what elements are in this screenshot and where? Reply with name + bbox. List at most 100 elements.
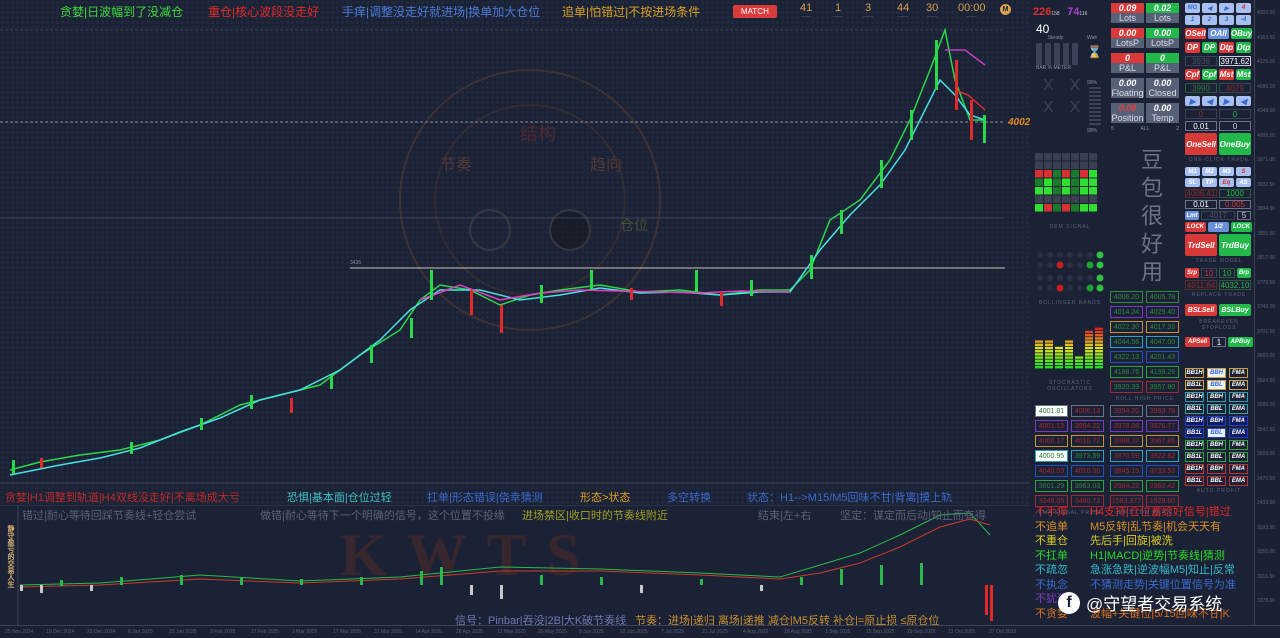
lock-buy-button[interactable]: LOCK (1231, 222, 1252, 232)
bbl-button[interactable]: BBL (1207, 476, 1226, 486)
next-button[interactable]: ▶ (1219, 3, 1234, 13)
m2-button[interactable]: M2 (1202, 167, 1217, 176)
arrow-right-button[interactable]: ▶ (1185, 96, 1200, 106)
ema-button[interactable]: EMA (1229, 404, 1248, 414)
ema-button[interactable]: EMA (1229, 428, 1248, 438)
trd-buy-button[interactable]: TrdBuy (1219, 234, 1251, 256)
ap-sell-button[interactable]: APSell (1185, 337, 1210, 347)
price-input-right[interactable]: 3971.62 (1219, 56, 1251, 66)
bb1h-button[interactable]: BB1H (1185, 416, 1204, 426)
price-axis[interactable]: 4202.00 4163.50 4125.00 4086.50 4048.00 4009.… (1254, 0, 1280, 625)
m1-button[interactable]: M1 (1185, 167, 1200, 176)
replace-buy-input[interactable]: 4032.10 (1219, 280, 1251, 290)
price-chart[interactable]: 结构 节奏 趋向 仓位 (0, 0, 1030, 505)
osell-button[interactable]: OSell (1185, 28, 1206, 39)
lot-b-input[interactable]: 0.01 (1185, 200, 1217, 209)
time-axis[interactable]: 25 Nov 2024 10 Dec 2024 23 Dec 2024 6 Jan 2… (0, 625, 1280, 638)
arrow-left-button[interactable]: ◀ (1202, 96, 1217, 106)
qty-a-input[interactable]: 1000 (1219, 189, 1251, 198)
target-input-right[interactable]: 4079 (1219, 83, 1251, 93)
ap-buy-button[interactable]: APBuy (1228, 337, 1253, 347)
lmt-price-input[interactable]: 4017 (1201, 211, 1235, 220)
fma-button[interactable]: FMA (1229, 368, 1248, 378)
as-button[interactable]: AS (1236, 178, 1251, 187)
bb1l-button[interactable]: BB1L (1185, 428, 1204, 438)
fma-button[interactable]: FMA (1229, 464, 1248, 474)
dem-signal-grid: DEM SIGNAL (1035, 153, 1105, 230)
ema-button[interactable]: EMA (1229, 476, 1248, 486)
num-4-button[interactable]: 4 (1236, 3, 1251, 13)
fma-button[interactable]: FMA (1229, 392, 1248, 402)
num-1-button[interactable]: 1 (1185, 15, 1200, 25)
lot-input[interactable]: 0.01 (1185, 121, 1217, 131)
dtp-sell-button[interactable]: Dtp (1219, 42, 1234, 53)
fma-button[interactable]: FMA (1229, 440, 1248, 450)
trd-sell-button[interactable]: TrdSell (1185, 234, 1217, 256)
num-2-button[interactable]: 2 (1202, 15, 1217, 25)
bb1l-button[interactable]: BB1L (1185, 380, 1204, 390)
dp-sell-button[interactable]: DP (1185, 42, 1200, 53)
bbl-button[interactable]: BBL (1207, 428, 1226, 438)
macd-panel[interactable]: KWTS 静守盈亏的交易人生 错过|耐心等待回踩节奏线+轻仓尝试 做错|耐心等待… (0, 505, 1030, 625)
mst-sell-button[interactable]: Mst (1219, 69, 1234, 80)
ema-button[interactable]: EMA (1229, 380, 1248, 390)
brp-button[interactable]: Brp (1237, 268, 1251, 278)
srp-input[interactable]: 10 (1201, 268, 1217, 278)
bbh-button[interactable]: BBH (1207, 440, 1226, 450)
bsl-sell-button[interactable]: BSLSell (1185, 304, 1217, 316)
cpf-sell-button[interactable]: Cpf (1185, 69, 1200, 80)
cpf-buy-button[interactable]: Cpf (1202, 69, 1217, 80)
tp-button[interactable]: TP (1202, 178, 1217, 187)
num-neg4-button[interactable]: -4 (1236, 15, 1251, 25)
sl-button[interactable]: SL (1185, 178, 1200, 187)
lock-sell-button[interactable]: LOCK (1185, 222, 1206, 232)
bsl-buy-button[interactable]: BSLBuy (1219, 304, 1251, 316)
bb1l-button[interactable]: BB1L (1185, 404, 1204, 414)
bbl-button[interactable]: BBL (1207, 380, 1226, 390)
dp-buy-button[interactable]: DP (1202, 42, 1217, 53)
match-button[interactable]: MATCH (733, 5, 777, 18)
arrow-left-button[interactable]: ◀ (1236, 96, 1251, 106)
lot-input-right[interactable]: 0 (1219, 121, 1251, 131)
bbh-button[interactable]: BBH (1207, 416, 1226, 426)
m3-button[interactable]: M3 (1219, 167, 1234, 176)
replace-sell-input[interactable]: 4011.84 (1185, 280, 1217, 290)
lmt-button[interactable]: Lmt (1185, 211, 1199, 220)
bbl-button[interactable]: BBL (1207, 452, 1226, 462)
price-a-input[interactable]: 4006.41 (1185, 189, 1217, 198)
one-sell-button[interactable]: OneSell (1185, 133, 1217, 155)
bbh-button[interactable]: BBH (1207, 392, 1226, 402)
bbl-button[interactable]: BBL (1207, 404, 1226, 414)
bb1h-button[interactable]: BB1H (1185, 392, 1204, 402)
bb1h-button[interactable]: BB1H (1185, 464, 1204, 474)
price-cell: 4001.81 (1035, 405, 1068, 417)
s-button[interactable]: S (1236, 167, 1251, 176)
mg-button[interactable]: MG (1185, 3, 1200, 13)
ema-button[interactable]: EMA (1229, 452, 1248, 462)
bb1h-button[interactable]: BB1H (1185, 368, 1204, 378)
lmt-count-input[interactable]: 5 (1237, 211, 1251, 220)
num-3-button[interactable]: 3 (1219, 15, 1234, 25)
brp-input[interactable]: 10 (1219, 268, 1235, 278)
dtp-buy-button[interactable]: Dtp (1236, 42, 1251, 53)
bbh-button[interactable]: BBH (1207, 368, 1226, 378)
eq-button[interactable]: Eq (1219, 178, 1234, 187)
arrow-right-button[interactable]: ▶ (1219, 96, 1234, 106)
half-button[interactable]: 1/2 (1208, 222, 1229, 232)
obuy-button[interactable]: OBuy (1230, 28, 1253, 39)
srp-button[interactable]: Srp (1185, 268, 1199, 278)
price-b-input[interactable]: 0.005 (1219, 200, 1251, 209)
bb1l-button[interactable]: BB1L (1185, 476, 1204, 486)
ap-input[interactable]: 1 (1212, 337, 1226, 347)
prev-button[interactable]: ◀ (1202, 3, 1217, 13)
oall-button[interactable]: OAll (1208, 28, 1229, 39)
price-cell: 3922.82 (1146, 450, 1179, 462)
one-buy-button[interactable]: OneBuy (1219, 133, 1251, 155)
bb1h-button[interactable]: BB1H (1185, 440, 1204, 450)
mst-buy-button[interactable]: Mst (1236, 69, 1251, 80)
bb1l-button[interactable]: BB1L (1185, 452, 1204, 462)
price-input-left[interactable]: 3936 (1185, 56, 1217, 66)
bbh-button[interactable]: BBH (1207, 464, 1226, 474)
target-input-left[interactable]: 3990 (1185, 83, 1217, 93)
fma-button[interactable]: FMA (1229, 416, 1248, 426)
